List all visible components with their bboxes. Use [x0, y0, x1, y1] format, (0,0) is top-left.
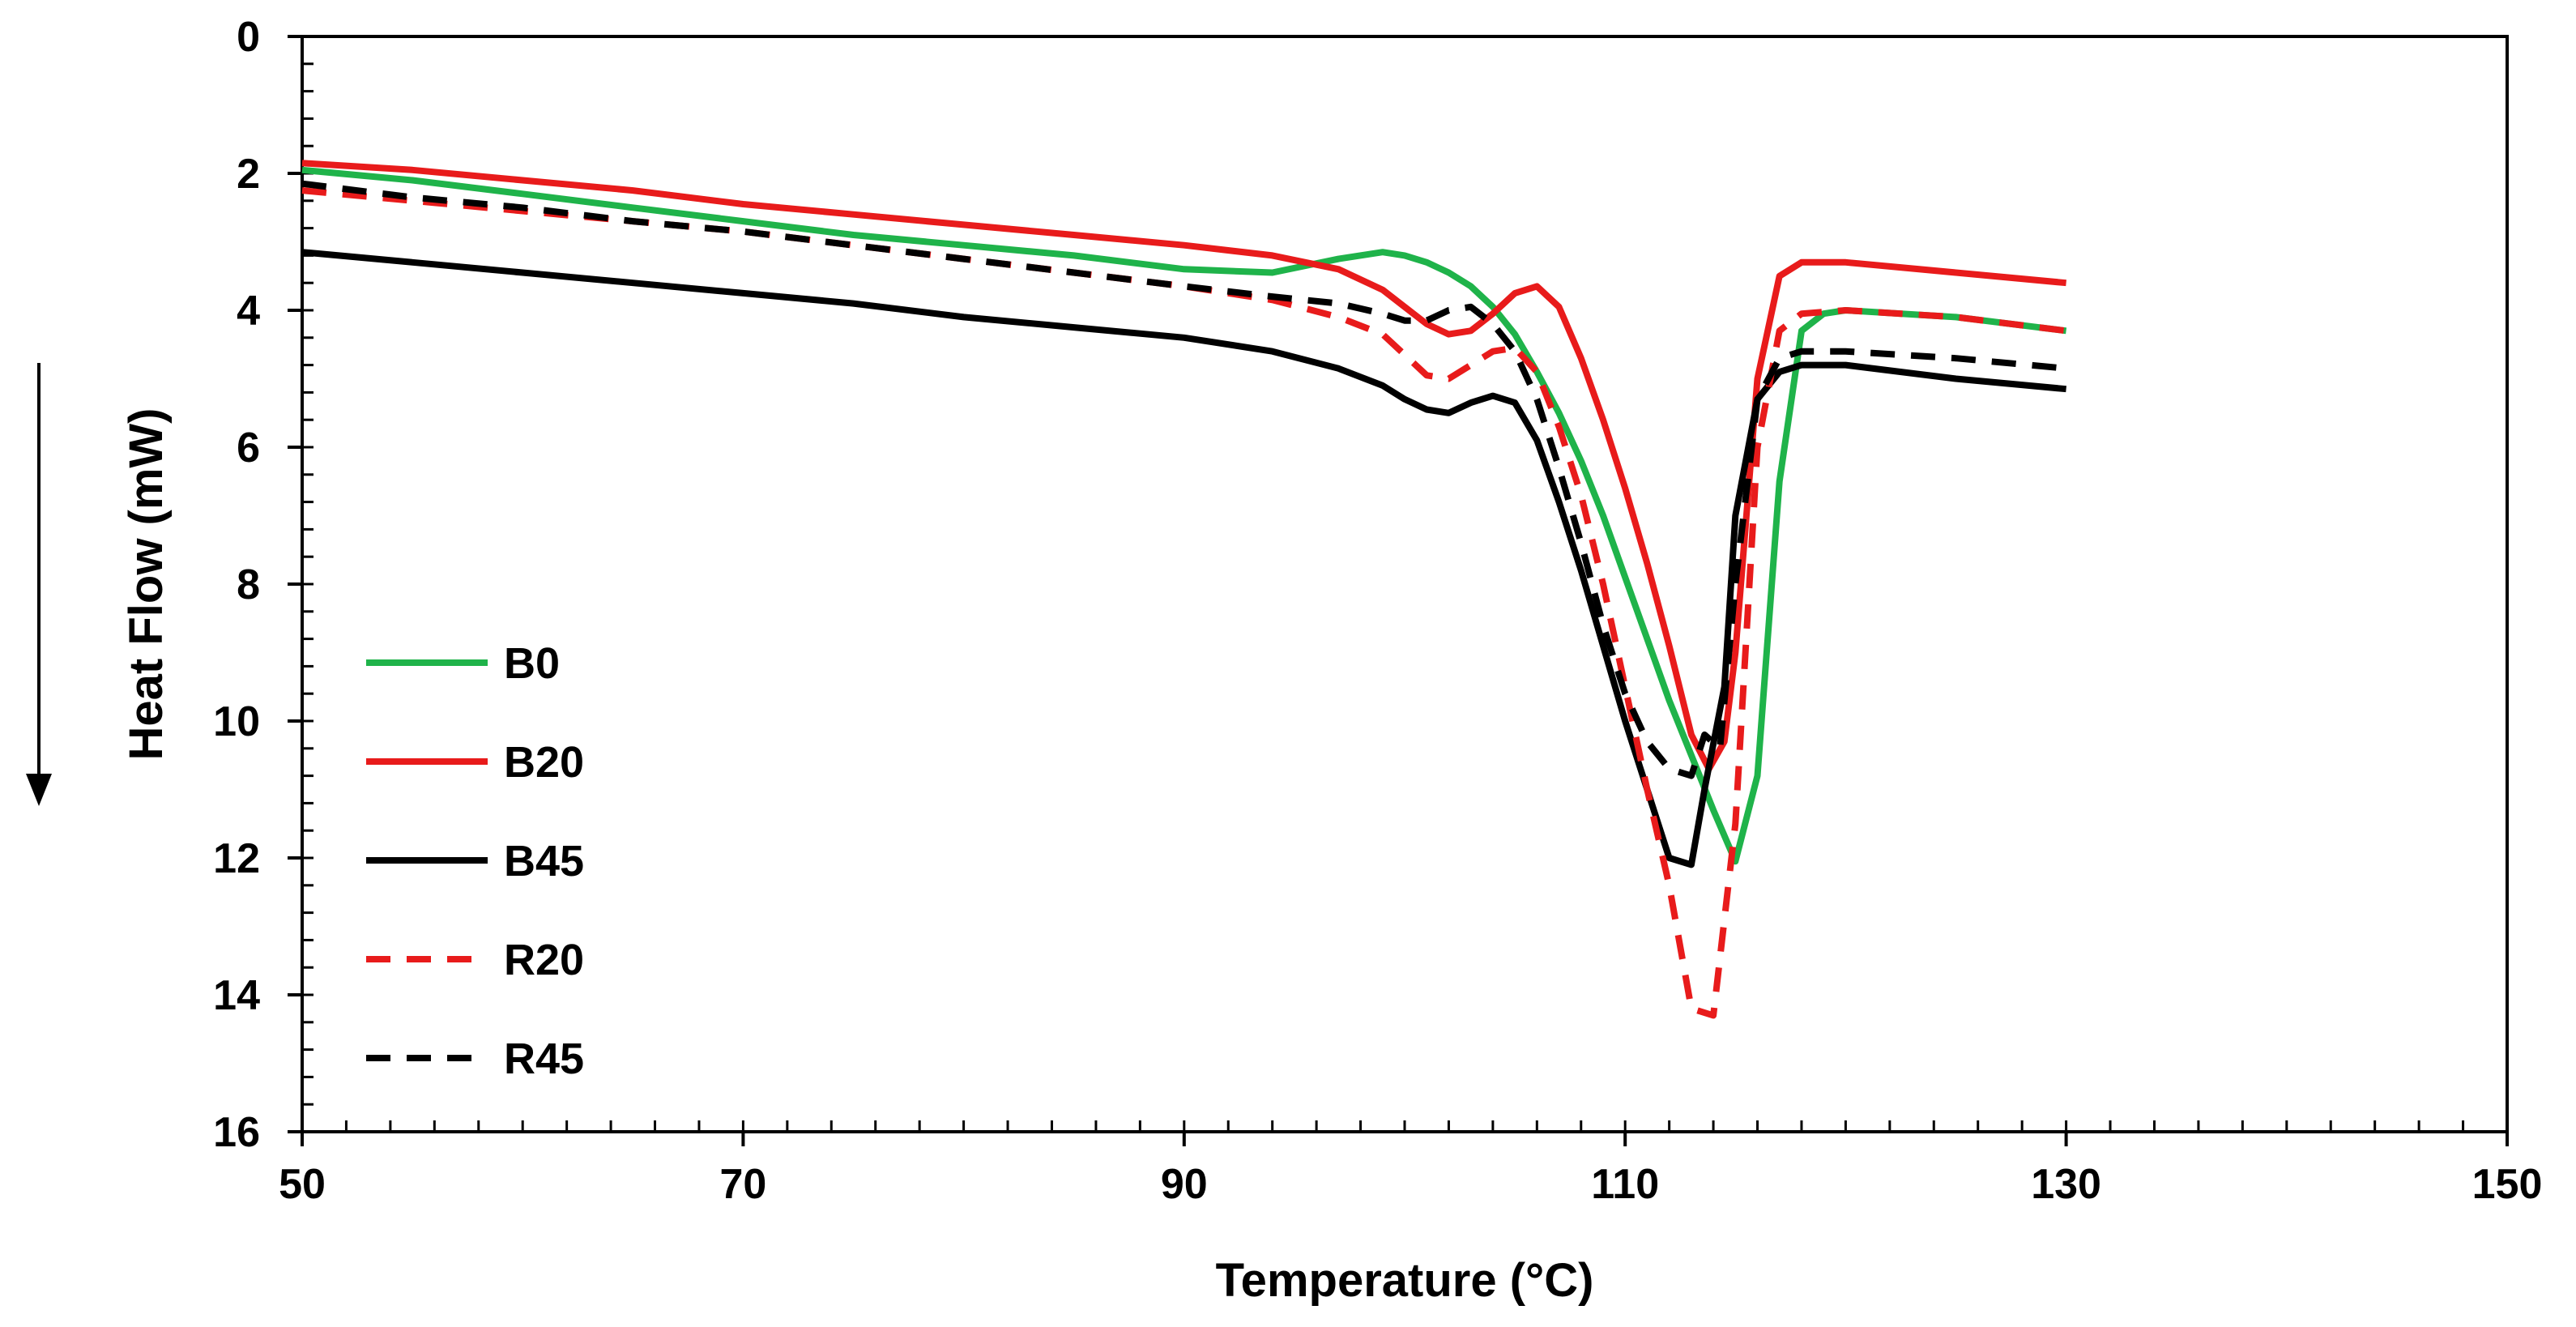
y-axis-title: Heat Flow (mW)	[120, 408, 173, 761]
series-layer	[301, 160, 2067, 1019]
y-tick-label: 10	[213, 698, 260, 745]
y-tick-label: 8	[237, 561, 260, 608]
plot-area	[301, 35, 2509, 1133]
x-tick-label: 130	[2031, 1161, 2101, 1208]
y-tick-label: 14	[213, 972, 260, 1019]
x-tick-label: 110	[1591, 1161, 1659, 1208]
y-direction-arrow-icon	[26, 363, 52, 806]
major-ticks	[288, 35, 2509, 1146]
tick-labels: 50 70 90 110 130 150 0 2 4 6 8 10 12 14 16	[213, 14, 2542, 1208]
legend-item: B0	[366, 639, 560, 688]
y-tick-label: 2	[237, 151, 260, 198]
legend-item: R20	[366, 936, 584, 984]
series-line-r20	[301, 187, 2067, 1019]
x-axis-title: Temperature (°C)	[1216, 1254, 1594, 1307]
legend-label-b45: B45	[504, 837, 584, 885]
x-tick-label: 70	[719, 1161, 766, 1208]
series-line-b0	[301, 166, 2067, 865]
legend-label-b20: B20	[504, 738, 584, 787]
x-tick-label: 90	[1161, 1161, 1208, 1208]
y-tick-label: 6	[237, 425, 260, 471]
legend-label-b0: B0	[504, 639, 560, 688]
series-line-r45	[301, 180, 2066, 779]
legend-item: B20	[366, 738, 584, 787]
minor-ticks	[301, 35, 2509, 1133]
x-tick-label: 50	[279, 1161, 326, 1208]
x-tick-label: 150	[2472, 1161, 2543, 1208]
legend-label-r20: R20	[504, 936, 584, 984]
y-tick-label: 0	[237, 14, 260, 61]
y-tick-label: 16	[213, 1109, 260, 1156]
series-line-b45	[301, 249, 2066, 868]
y-tick-label: 4	[237, 288, 260, 335]
y-tick-label: 12	[213, 835, 260, 882]
legend: B0 B20 B45 R20 R45	[366, 639, 584, 1083]
legend-item: B45	[366, 837, 584, 885]
legend-item: R45	[366, 1035, 584, 1083]
series-line-b20	[301, 160, 2066, 773]
legend-label-r45: R45	[504, 1035, 584, 1083]
